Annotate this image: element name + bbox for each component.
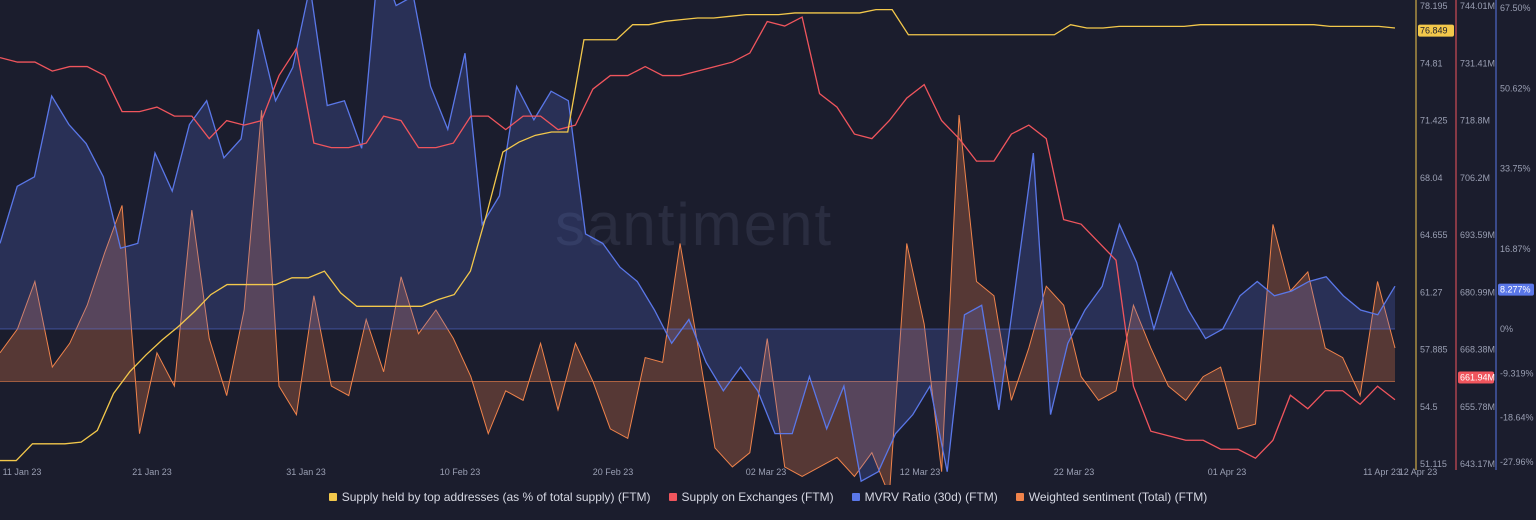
- sentiment-line: [0, 110, 1396, 496]
- legend-item-sentiment[interactable]: Weighted sentiment (Total) (FTM): [1015, 490, 1208, 504]
- mvrv-tick-label: -18.64%: [1500, 413, 1534, 423]
- mvrv-tick-label: 33.75%: [1500, 164, 1531, 174]
- supply_top-tick-label: 74.81: [1420, 58, 1443, 68]
- legend-swatch: [328, 493, 337, 501]
- supply_top-tick-label: 54.5: [1420, 402, 1438, 412]
- supply_top-tick-label: 51.115: [1420, 459, 1447, 469]
- legend-item-mvrv[interactable]: MVRV Ratio (30d) (FTM): [851, 490, 998, 504]
- x-tick-label: 12 Apr 23: [1399, 467, 1438, 477]
- exchanges-tick-label: 680.99M: [1460, 287, 1495, 297]
- mvrv-area: [0, 0, 1395, 482]
- plot-layer: [0, 0, 1396, 496]
- supply_top-tick-label: 78.195: [1420, 1, 1448, 11]
- badge-bg: [1458, 371, 1494, 384]
- mvrv-line: [0, 0, 1396, 483]
- x-tick-label: 20 Feb 23: [593, 467, 634, 477]
- exchanges-tick-label: 693.59M: [1460, 230, 1495, 240]
- legend-label: Supply held by top addresses (as % of to…: [341, 490, 651, 504]
- exchanges-tick-label: 744.01M: [1460, 1, 1495, 11]
- legend-swatch: [1015, 493, 1024, 501]
- mvrv-tick-label: 0%: [1500, 324, 1513, 334]
- axes-layer: 78.195 74.81 71.425 68.04 64.655 61.27 57.885 5…: [3, 0, 1534, 477]
- chart-svg: santiment 78.195 74.81 71.425 68.04 64.655 61…: [0, 0, 1534, 496]
- badge-bg: [1418, 24, 1454, 37]
- legend-swatch: [851, 493, 860, 501]
- watermark: santiment: [555, 191, 833, 258]
- legend-item-exchanges[interactable]: Supply on Exchanges (FTM): [668, 490, 834, 504]
- exchanges-tick-label: 655.78M: [1460, 402, 1495, 412]
- mvrv-tick-label: 67.50%: [1500, 3, 1531, 13]
- x-tick-label: 22 Mar 23: [1054, 467, 1095, 477]
- exchanges-tick-label: 731.41M: [1460, 58, 1495, 68]
- supply_top-tick-label: 68.04: [1420, 173, 1443, 183]
- legend-label: MVRV Ratio (30d) (FTM): [864, 490, 998, 504]
- supply_top-current-badge: 76.849: [1418, 24, 1454, 37]
- mvrv-tick-label: 16.87%: [1500, 244, 1531, 254]
- mvrv-tick-label: 50.62%: [1500, 83, 1531, 93]
- badge-bg: [1498, 283, 1534, 296]
- badge-label: 8.277%: [1500, 285, 1531, 295]
- mvrv-current-badge: 8.277%: [1498, 283, 1534, 296]
- mvrv-tick-label: -9.319%: [1500, 368, 1534, 378]
- badge-label: 76.849: [1420, 26, 1448, 36]
- legend-swatch: [668, 493, 677, 501]
- x-tick-label: 12 Mar 23: [900, 467, 941, 477]
- legend-label: Supply on Exchanges (FTM): [681, 490, 834, 504]
- x-tick-label: 11 Jan 23: [3, 467, 42, 477]
- exchanges-tick-label: 643.17M: [1460, 459, 1495, 469]
- exchanges-line: [0, 16, 1396, 460]
- x-tick-label: 10 Feb 23: [440, 467, 481, 477]
- x-tick-label: 31 Jan 23: [286, 467, 326, 477]
- supply_top-tick-label: 71.425: [1420, 116, 1448, 126]
- supply-top-line: [0, 8, 1396, 462]
- badge-label: 661.94M: [1460, 372, 1495, 382]
- supply_top-tick-label: 61.27: [1420, 287, 1443, 297]
- legend-label: Weighted sentiment (Total) (FTM): [1028, 490, 1208, 504]
- supply_top-tick-label: 64.655: [1420, 230, 1448, 240]
- exchanges-tick-label: 706.2M: [1460, 173, 1490, 183]
- supply_top-tick-label: 57.885: [1420, 345, 1448, 355]
- exchanges-tick-label: 718.8M: [1460, 116, 1490, 126]
- exchanges-current-badge: 661.94M: [1458, 371, 1495, 384]
- x-tick-label: 02 Mar 23: [746, 467, 787, 477]
- legend: Supply held by top addresses (as % of to…: [0, 490, 1536, 504]
- x-tick-label: 21 Jan 23: [132, 467, 172, 477]
- legend-item-supply-top[interactable]: Supply held by top addresses (as % of to…: [328, 490, 651, 504]
- x-tick-label: 11 Apr 23: [1363, 467, 1401, 477]
- mvrv-tick-label: -27.96%: [1500, 457, 1534, 467]
- x-tick-label: 01 Apr 23: [1208, 467, 1247, 477]
- exchanges-tick-label: 668.38M: [1460, 345, 1495, 355]
